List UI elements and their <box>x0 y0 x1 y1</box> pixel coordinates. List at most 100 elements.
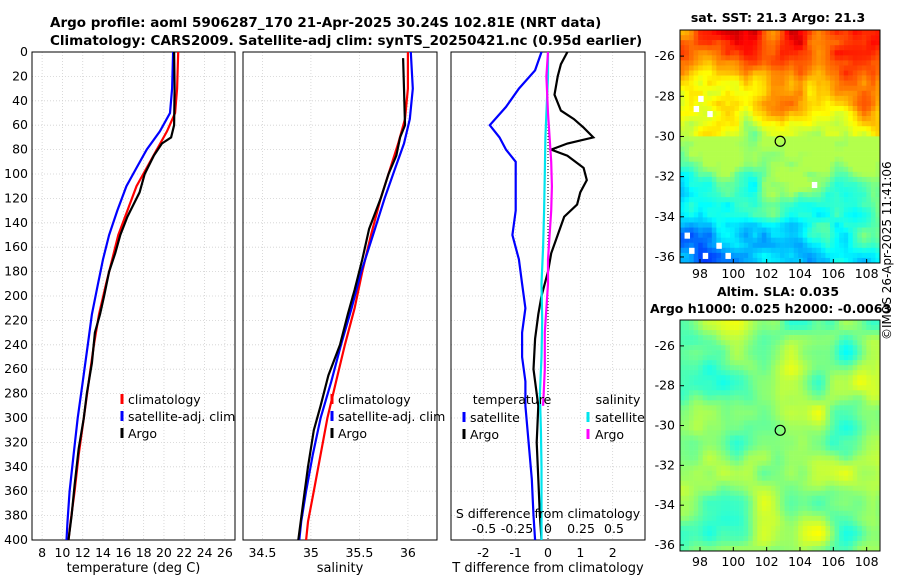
map-cell <box>725 237 731 244</box>
map-cell <box>734 247 740 254</box>
map-cell <box>798 60 804 66</box>
map-cell <box>784 330 790 336</box>
map-cell <box>848 197 854 203</box>
map-cell <box>820 490 826 497</box>
map-cell <box>848 505 854 512</box>
map-cell <box>870 410 876 416</box>
map-cell <box>834 395 840 401</box>
map-cell <box>739 181 744 188</box>
map-cell <box>684 395 690 401</box>
map-cell <box>711 385 717 391</box>
map-cell <box>839 510 844 517</box>
map-cell <box>734 475 740 481</box>
map-cell <box>830 45 835 51</box>
map-cell <box>698 505 704 512</box>
map-cell <box>802 171 808 178</box>
map-cell <box>780 217 785 223</box>
legend-title-salinity: salinity <box>596 392 641 407</box>
map-cell <box>770 202 776 208</box>
map-cell <box>789 450 794 456</box>
map-cell <box>866 105 872 112</box>
map-cell <box>789 146 794 152</box>
map-cell <box>707 365 713 371</box>
map-cell <box>811 217 817 223</box>
map-cell <box>816 355 822 361</box>
map-cell <box>793 475 799 481</box>
map-cell <box>748 121 754 127</box>
map-cell <box>857 345 863 351</box>
map-cell <box>730 202 735 208</box>
map-cell <box>748 202 754 208</box>
map-cell <box>748 151 754 157</box>
map-cell <box>857 111 863 117</box>
map-cell <box>711 105 717 112</box>
map-cell <box>784 85 790 92</box>
map-cell <box>702 55 708 61</box>
map-cell <box>761 340 767 346</box>
map-cell <box>848 192 854 198</box>
map-cell <box>743 545 749 552</box>
map-cell <box>757 187 763 193</box>
map-cell <box>780 420 785 426</box>
map-cell <box>848 171 854 178</box>
map-cell <box>802 156 808 162</box>
map-cell <box>730 510 735 517</box>
map-cell <box>757 385 763 391</box>
map-cell <box>752 161 758 168</box>
map-cell <box>684 116 690 122</box>
map-cell <box>693 390 699 396</box>
map-cell <box>725 146 731 152</box>
map-cell <box>698 176 704 183</box>
map-cell <box>866 227 872 233</box>
map-cell <box>748 181 754 188</box>
map-cell <box>748 242 754 249</box>
map-cell <box>693 355 699 361</box>
map-y-tick-sst_map-2: -30 <box>655 128 675 143</box>
map-cell <box>689 370 694 376</box>
map-cell <box>843 485 849 492</box>
map-cell <box>693 335 699 341</box>
map-cell <box>689 136 694 142</box>
map-cell <box>761 45 767 51</box>
map-cell <box>861 141 867 147</box>
map-cell <box>830 126 835 132</box>
map-cell <box>698 35 704 41</box>
map-cell <box>770 146 776 152</box>
map-cell <box>689 257 694 264</box>
map-cell <box>725 355 731 361</box>
map-cell <box>730 420 735 426</box>
map-cell <box>798 325 804 331</box>
map-cell <box>780 141 785 147</box>
map-cell <box>725 390 731 396</box>
map-cell <box>748 470 754 476</box>
map-cell <box>811 151 817 157</box>
map-cell <box>834 80 840 87</box>
map-cell <box>843 515 849 522</box>
map-cell <box>707 360 713 366</box>
map-cell <box>775 257 781 264</box>
map-cell <box>857 192 863 198</box>
map-cell <box>702 500 708 507</box>
map-cell <box>789 530 794 537</box>
map-cell <box>843 545 849 552</box>
map-cell <box>761 345 767 351</box>
map-cell <box>780 330 785 336</box>
map-cell <box>793 395 799 401</box>
map-cell <box>739 60 744 66</box>
map-cell <box>739 390 744 396</box>
map-cell <box>766 490 772 497</box>
map-cell <box>707 430 713 436</box>
map-cell <box>816 430 822 436</box>
map-cell <box>716 40 722 46</box>
map-cell <box>857 55 863 61</box>
map-cell <box>707 126 713 132</box>
map-cell <box>680 380 685 386</box>
map-cell <box>775 485 781 492</box>
map-cell <box>761 85 767 92</box>
map-cell <box>752 320 758 326</box>
map-cell <box>702 435 708 441</box>
map-cell <box>684 105 690 112</box>
map-cell <box>775 360 781 366</box>
map-cell <box>734 50 740 56</box>
map-cell <box>720 480 726 487</box>
